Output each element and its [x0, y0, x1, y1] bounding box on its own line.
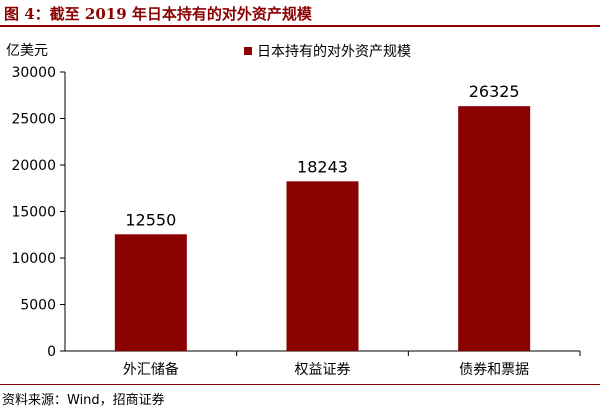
bar-chart: 0 5000 10000 15000 20000 25000 30000 12550 外汇储备 1… [11, 44, 581, 378]
y-tick-label: 0 [47, 344, 56, 360]
data-label-3: 26325 [469, 82, 520, 101]
x-category-label-3: 债券和票据 [459, 362, 529, 378]
bar-2 [286, 181, 359, 351]
y-axis-unit-label: 亿美元 [6, 43, 48, 59]
y-tick-label: 30000 [11, 65, 56, 81]
source-note: 资料来源：Wind，招商证券 [2, 393, 165, 408]
x-category-label-2: 权益证券 [295, 362, 351, 378]
data-label-2: 18243 [297, 157, 348, 176]
source-rule [0, 384, 600, 385]
y-tick-label: 25000 [11, 112, 56, 128]
figure-title: 图 4：截至 2019 年日本持有的对外资产规模 [4, 5, 312, 23]
legend-label: 日本持有的对外资产规模 [257, 44, 411, 60]
bar-1 [114, 234, 187, 351]
y-tick-label: 15000 [11, 205, 56, 221]
title-rule [0, 25, 600, 27]
y-tick-label: 20000 [11, 158, 56, 174]
y-tick-label: 5000 [20, 298, 56, 314]
legend-swatch [244, 47, 252, 55]
bar-3 [458, 106, 531, 352]
y-tick-label: 10000 [11, 251, 56, 267]
x-category-label-1: 外汇储备 [123, 361, 179, 378]
data-label-1: 12550 [125, 210, 176, 229]
